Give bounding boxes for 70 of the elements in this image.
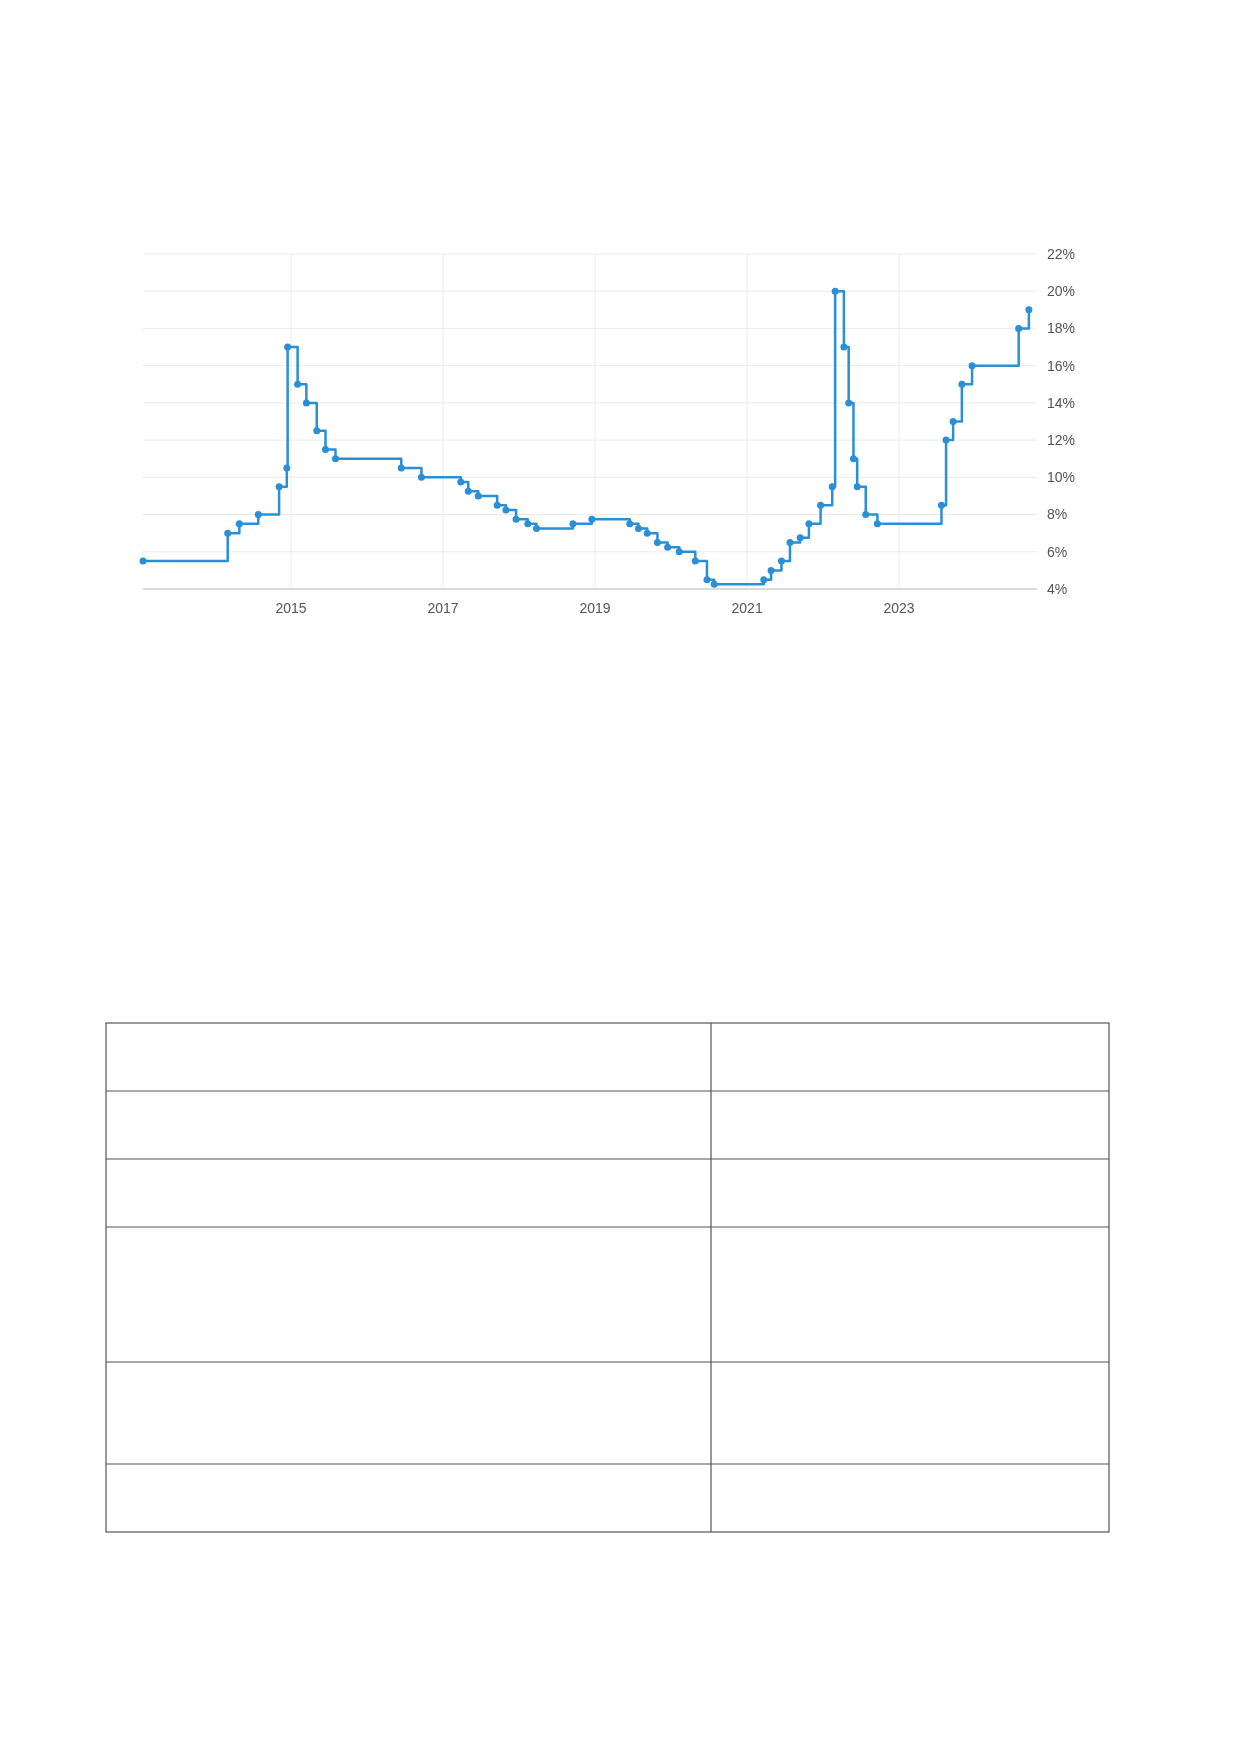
- y-tick-label: 12%: [1047, 432, 1076, 449]
- point: [502, 506, 510, 514]
- x-tick-label: 2015: [275, 600, 307, 616]
- y-tick-label: 16%: [1047, 357, 1076, 374]
- point: [569, 520, 577, 528]
- x-tick-label: 2019: [579, 600, 611, 616]
- point: [937, 501, 945, 509]
- point: [664, 543, 672, 551]
- x-tick-label: 2023: [883, 600, 915, 616]
- point: [284, 343, 292, 351]
- point: [796, 534, 804, 542]
- point: [626, 520, 634, 528]
- point: [322, 445, 329, 453]
- point: [873, 520, 881, 528]
- point: [786, 538, 794, 546]
- point: [710, 580, 718, 588]
- point: [512, 515, 520, 523]
- point: [254, 511, 262, 519]
- point: [533, 525, 541, 533]
- point: [302, 399, 310, 407]
- point: [767, 566, 775, 574]
- point: [417, 473, 425, 481]
- point: [313, 427, 321, 435]
- point: [777, 557, 785, 565]
- y-tick-label: 8%: [1047, 506, 1068, 523]
- y-tick-label: 14%: [1047, 394, 1076, 411]
- point: [474, 492, 482, 500]
- point: [634, 525, 642, 533]
- point: [949, 418, 957, 425]
- y-tick-label: 4%: [1047, 580, 1068, 597]
- y-tick-label: 22%: [1047, 245, 1076, 262]
- point: [653, 538, 661, 546]
- point: [464, 487, 472, 495]
- point: [675, 548, 683, 556]
- y-tick-label: 10%: [1047, 469, 1076, 486]
- point: [331, 455, 339, 463]
- point: [1015, 324, 1023, 332]
- point: [493, 501, 501, 509]
- point: [224, 529, 232, 537]
- point: [958, 380, 966, 388]
- x-tick-label: 2021: [731, 600, 763, 616]
- x-tick-label: 2017: [427, 600, 459, 616]
- point: [853, 483, 861, 491]
- y-tick-label: 18%: [1047, 320, 1076, 337]
- point: [805, 520, 813, 528]
- point: [849, 455, 857, 463]
- point: [643, 529, 651, 537]
- point: [524, 520, 532, 528]
- point: [817, 501, 825, 509]
- point: [275, 483, 283, 491]
- point: [703, 576, 711, 584]
- point: [828, 483, 836, 491]
- y-tick-label: 20%: [1047, 283, 1076, 300]
- point: [235, 520, 243, 528]
- point: [294, 380, 302, 388]
- point: [845, 399, 853, 407]
- point: [691, 557, 699, 565]
- point: [968, 362, 976, 370]
- point: [831, 287, 839, 295]
- point: [457, 478, 465, 486]
- point: [139, 557, 147, 565]
- point: [942, 436, 950, 444]
- point: [760, 576, 768, 584]
- point: [1025, 306, 1033, 314]
- point: [283, 464, 291, 472]
- point: [588, 515, 596, 523]
- y-tick-label: 6%: [1047, 543, 1068, 560]
- point: [862, 511, 870, 519]
- point: [397, 464, 405, 472]
- point: [840, 343, 848, 351]
